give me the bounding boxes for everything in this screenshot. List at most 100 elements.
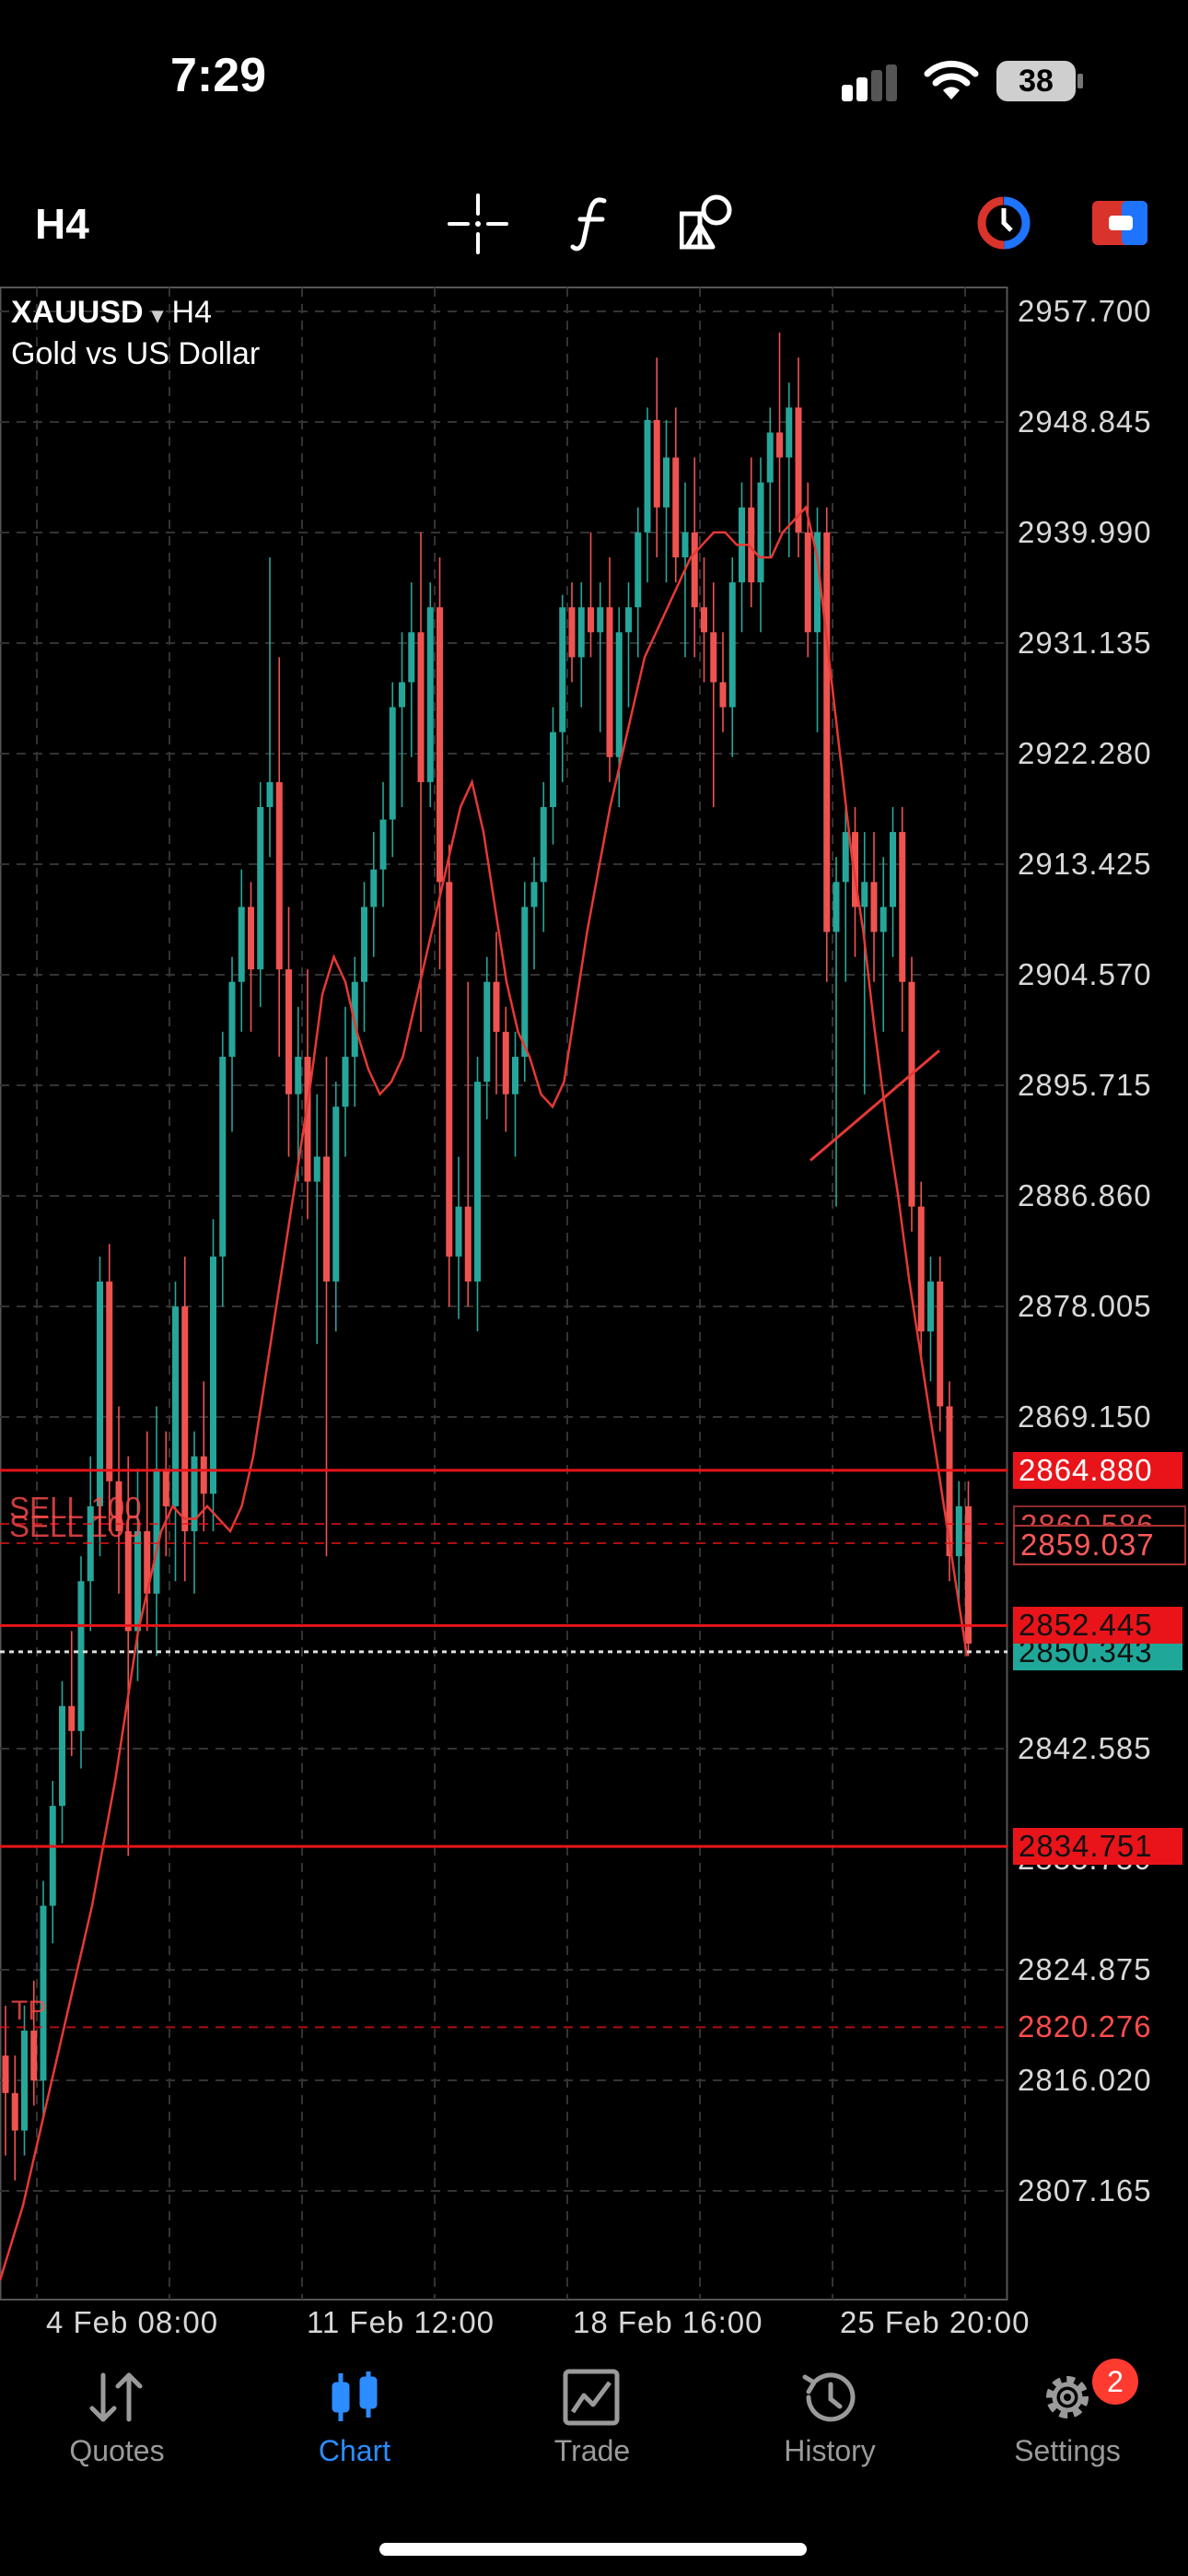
candle-body: [493, 981, 500, 1032]
candle-body: [370, 869, 378, 907]
candle-body: [786, 407, 793, 458]
candle-body: [389, 707, 396, 820]
stop-loss-price-tag[interactable]: 2834.751: [1013, 1828, 1182, 1866]
price-tick-label: 2957.700: [1018, 294, 1152, 328]
candle-body: [833, 882, 840, 932]
history-icon: [802, 2372, 856, 2422]
candle-body: [795, 407, 802, 533]
ask-price-tag[interactable]: 2852.445: [1013, 1607, 1182, 1645]
quotes-icon: [89, 2372, 143, 2422]
tab-label: Chart: [318, 2434, 391, 2467]
chart-description: Gold vs US Dollar: [11, 336, 261, 371]
candle-body: [521, 907, 529, 1058]
candle-body: [710, 632, 717, 683]
tab-label: Trade: [553, 2434, 631, 2467]
function-icon[interactable]: [569, 193, 615, 254]
candle-body: [49, 1806, 56, 1906]
candle-body: [606, 607, 613, 757]
price-tick-label: 2816.020: [1018, 2063, 1152, 2097]
candle-body: [30, 2031, 38, 2081]
candle-body: [927, 1281, 934, 1332]
candle-body: [946, 1406, 953, 1557]
candle-body: [615, 632, 623, 757]
price-tick-label: 2878.005: [1018, 1289, 1152, 1323]
tab-history[interactable]: History: [738, 2368, 922, 2468]
price-tick-label: 2904.570: [1018, 957, 1152, 991]
candle-body: [97, 1281, 103, 1506]
candle-body: [955, 1505, 962, 1557]
candle-body: [134, 1530, 141, 1632]
tab-label: Quotes: [69, 2434, 165, 2467]
candle-body: [681, 532, 689, 557]
candle-body: [588, 607, 594, 633]
candle-body: [191, 1456, 198, 1531]
candle-body: [238, 907, 245, 982]
price-tick-label: 2922.280: [1018, 736, 1152, 770]
candle-body: [653, 419, 660, 508]
candle-body: [908, 981, 915, 1207]
candle-body: [530, 882, 538, 907]
objects-icon[interactable]: [680, 192, 740, 252]
wifi-icon: [924, 60, 979, 100]
candle-body: [257, 807, 264, 970]
candle-body: [153, 1469, 160, 1594]
take-profit-label[interactable]: TP: [11, 1996, 47, 2026]
chart-symbol-selector[interactable]: XAUUSD ▾ H4: [11, 295, 212, 331]
settings-icon: [1046, 2376, 1089, 2418]
trade-button-icon[interactable]: [1090, 199, 1149, 247]
price-tick-label: 2807.165: [1018, 2173, 1152, 2207]
symbol-dropdown-arrow: ▾: [152, 303, 164, 328]
candle-body: [550, 732, 556, 808]
candle-body: [719, 682, 727, 708]
price-tick-label: 2895.715: [1018, 1068, 1152, 1102]
one-click-trading-icon[interactable]: [974, 195, 1035, 251]
candle-body: [814, 532, 821, 633]
candle-body: [748, 507, 755, 583]
candle-body: [106, 1281, 113, 1481]
order-label-sell[interactable]: SELL 100: [9, 1491, 142, 1525]
candle-body: [823, 532, 831, 932]
candle-body: [917, 1206, 925, 1332]
time-tick-label: 18 Feb 16:00: [573, 2305, 763, 2339]
candle-body: [332, 1107, 340, 1282]
candle-body: [879, 907, 887, 932]
battery-tip: [1077, 74, 1083, 88]
candle-body: [691, 532, 698, 608]
chart-symbol: XAUUSD: [11, 295, 144, 330]
tab-chart[interactable]: Chart: [262, 2368, 447, 2468]
timeframe-button[interactable]: H4: [35, 200, 89, 248]
candle-body: [842, 832, 849, 883]
candle-body: [512, 1057, 518, 1095]
candle-body: [285, 969, 292, 1095]
open-price-tag[interactable]: 2859.037: [1013, 1525, 1186, 1566]
candle-body: [568, 607, 576, 658]
tab-label: History: [784, 2434, 876, 2467]
candle-body: [861, 882, 868, 907]
crosshair-icon[interactable]: [448, 193, 508, 254]
take-profit-price-tag[interactable]: 2820.276: [1018, 2009, 1152, 2044]
candle-body: [124, 1530, 132, 1632]
home-indicator[interactable]: [379, 2543, 807, 2556]
candle-body: [219, 1057, 227, 1257]
candle-body: [426, 607, 434, 782]
candle-body: [965, 1505, 972, 1644]
candle-body: [852, 832, 858, 907]
tab-settings[interactable]: Settings: [975, 2368, 1159, 2468]
price-tick-label: 2939.990: [1018, 515, 1152, 549]
candle-body: [474, 1082, 481, 1282]
tab-quotes[interactable]: Quotes: [25, 2368, 209, 2468]
take-profit-price-tag[interactable]: 2864.880: [1013, 1451, 1182, 1489]
candle-body: [181, 1306, 189, 1531]
candle-body: [766, 432, 774, 483]
candle-body: [437, 607, 443, 883]
candle-body: [701, 607, 707, 633]
order-label-sell[interactable]: SELL 100: [9, 1509, 142, 1543]
price-chart[interactable]: [0, 276, 1188, 2340]
candle-body: [361, 907, 367, 982]
candle-body: [248, 907, 254, 970]
candle-body: [379, 819, 387, 870]
tab-trade[interactable]: Trade: [500, 2368, 684, 2468]
candle-body: [890, 832, 896, 907]
candle-body: [266, 781, 274, 808]
cellular-signal-icon: [842, 64, 897, 101]
